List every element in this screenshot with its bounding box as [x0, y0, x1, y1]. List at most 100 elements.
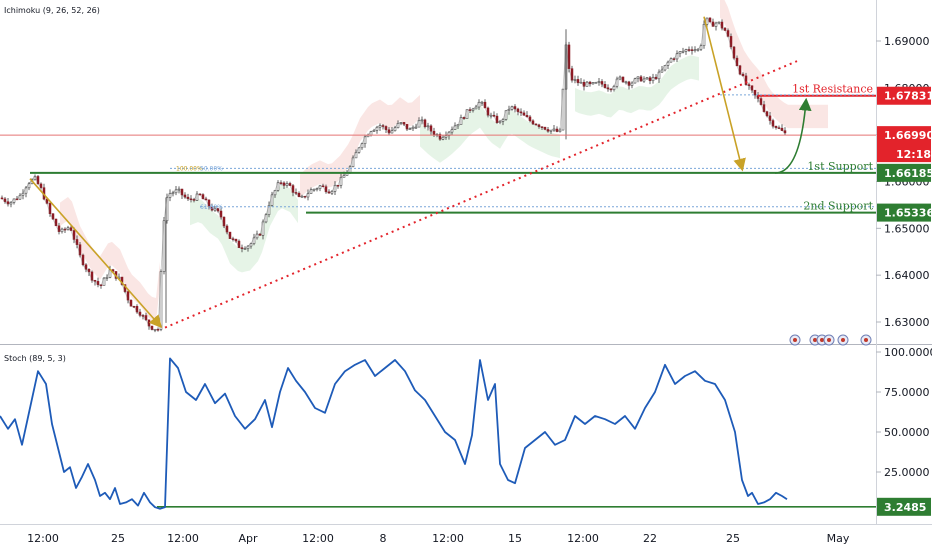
candle-body — [678, 51, 682, 54]
candle-body — [324, 186, 328, 193]
candle-body — [504, 110, 508, 120]
cloud-segment — [575, 55, 699, 118]
candle-body — [300, 195, 304, 198]
svg-text:3.2485: 3.2485 — [884, 501, 926, 514]
candle-body — [648, 77, 652, 82]
candle-body — [555, 128, 559, 132]
candle-body — [546, 129, 550, 132]
candle-body — [336, 184, 340, 187]
candle-body — [243, 248, 247, 250]
candle-body — [189, 198, 193, 201]
candle-body — [771, 120, 775, 127]
candle-body — [741, 73, 745, 77]
candle-body — [222, 216, 226, 227]
candle-body — [549, 129, 553, 132]
stoch-tick-label: 25.0000 — [884, 466, 930, 479]
candle-body — [396, 123, 400, 128]
price-tick-label: 1.64000 — [884, 269, 930, 282]
candle-body — [612, 85, 616, 90]
candle-body — [198, 193, 202, 196]
candle-body — [252, 237, 256, 244]
candle-body — [378, 125, 382, 128]
candle-body — [579, 81, 583, 84]
candle-body — [468, 109, 472, 111]
candle-body — [195, 193, 199, 201]
candle-body — [420, 119, 424, 122]
candle-body — [363, 136, 367, 144]
stoch-axis[interactable]: 100.0000 75.0000 50.0000 25.0000 — [876, 346, 932, 479]
candle-body — [105, 277, 109, 279]
candle-body — [618, 76, 622, 80]
candle-body — [390, 130, 394, 134]
candle-body — [666, 61, 670, 66]
time-tick-label: 25 — [726, 532, 740, 545]
candle-body — [594, 82, 598, 84]
candle-body — [747, 84, 751, 87]
candle-body — [69, 227, 73, 231]
candle-body — [0, 197, 4, 200]
candle-body — [15, 198, 19, 201]
ichimoku-legend[interactable]: Ichimoku (9, 26, 52, 26) — [4, 6, 100, 15]
economic-events-icons[interactable] — [789, 334, 872, 346]
candle-body — [354, 152, 358, 159]
time-tick-label: 25 — [111, 532, 125, 545]
candle-body — [492, 114, 496, 117]
price-axis[interactable]: 1.690001.680001.670001.660001.650001.640… — [876, 35, 930, 329]
candle-body — [327, 191, 331, 194]
candle-body — [393, 127, 397, 131]
candle-body — [540, 126, 544, 128]
candle-body — [27, 183, 31, 189]
candle-body — [465, 109, 469, 119]
candle-body — [639, 76, 643, 82]
candle-body — [234, 238, 238, 242]
candle-body — [57, 225, 61, 232]
candle-body — [510, 106, 514, 110]
first-support-label: 1st Support — [807, 160, 873, 173]
candle-body — [246, 245, 250, 249]
candle-body — [294, 192, 298, 194]
candle-body — [642, 78, 646, 82]
candle-body — [693, 49, 697, 51]
candle-body — [681, 51, 685, 53]
candle-body — [711, 21, 715, 27]
time-tick-label: Apr — [238, 532, 258, 545]
candle-body — [513, 106, 517, 110]
candle-body — [570, 68, 574, 81]
candle-body — [180, 188, 184, 196]
candle-body — [339, 177, 343, 186]
candle-body — [219, 210, 223, 218]
candle-body — [567, 44, 571, 69]
candle-body — [129, 299, 133, 307]
stoch-tick-label: 50.0000 — [884, 426, 930, 439]
time-axis[interactable]: 12:00 25 12:00 Apr 12:00 8 12:00 15 12:00 22 25 May — [27, 532, 850, 545]
candle-body — [615, 78, 619, 87]
resistance-price-badge: 1.67831 — [877, 86, 932, 105]
candle-body — [708, 17, 712, 23]
candle-body — [81, 254, 85, 265]
candle-body — [720, 21, 724, 29]
candle-body — [501, 119, 505, 122]
candle-body — [780, 127, 784, 131]
first-support-price-badge: 1.66185 — [877, 163, 932, 182]
candle-body — [231, 238, 235, 240]
stoch-legend[interactable]: Stoch (89, 5, 3) — [4, 354, 66, 363]
candle-body — [762, 104, 766, 112]
candle-body — [438, 134, 442, 140]
candle-body — [264, 214, 268, 223]
candle-body — [102, 277, 106, 286]
candle-body — [168, 193, 172, 198]
candle-body — [96, 281, 100, 286]
candle-body — [249, 243, 253, 247]
candle-body — [267, 205, 271, 215]
price-tick-label: 1.65000 — [884, 222, 930, 235]
candle-body — [672, 58, 676, 60]
candle-body — [135, 306, 139, 313]
ichimoku-cloud — [60, 0, 828, 322]
stoch-series-line — [0, 357, 788, 510]
candle-body — [453, 125, 457, 130]
candle-body — [627, 81, 631, 86]
fib-percent-label: 50.00% — [200, 165, 223, 172]
candle-body — [399, 122, 403, 124]
second-support-label: 2nd Support — [803, 200, 873, 213]
candle-body — [342, 175, 346, 178]
